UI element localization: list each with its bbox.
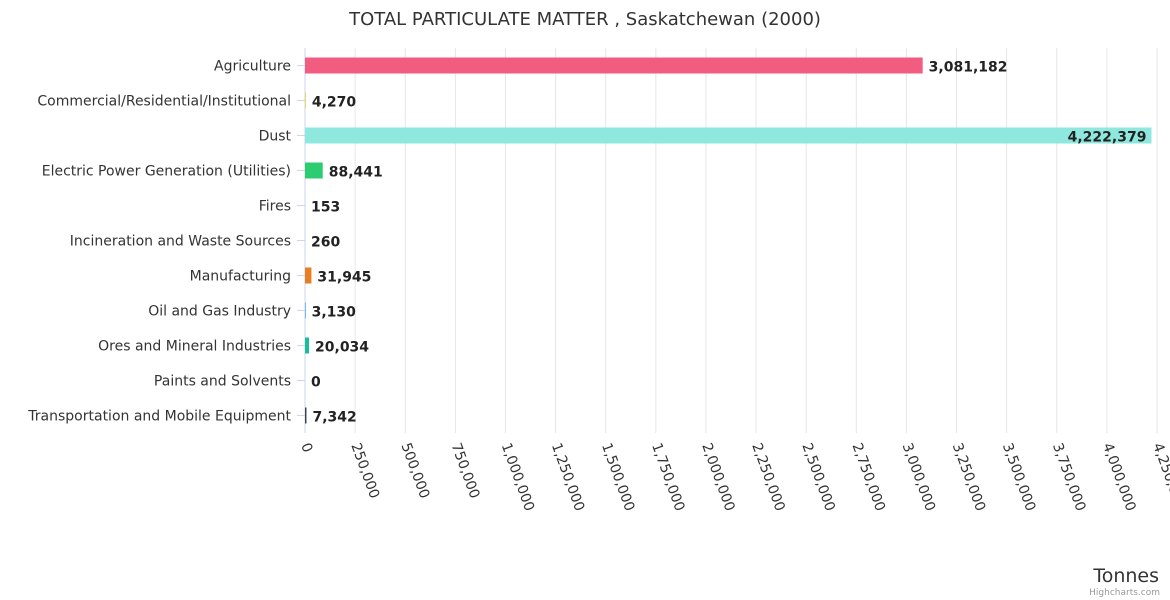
bar[interactable] — [305, 92, 306, 109]
bar[interactable] — [305, 337, 310, 354]
value-label: 88,441 — [329, 165, 383, 181]
x-tick-label: 2,000,000 — [698, 441, 737, 513]
category-label: Fires — [259, 199, 291, 215]
category-label: Paints and Solvents — [154, 374, 291, 390]
value-label: 3,081,182 — [929, 60, 1008, 76]
category-label: Dust — [259, 129, 292, 145]
bars — [305, 57, 1152, 424]
category-labels: Agriculture Commercial/Residential/Instit… — [27, 59, 291, 425]
category-label: Commercial/Residential/Institutional — [37, 94, 291, 110]
category-label: Manufacturing — [190, 269, 291, 285]
category-label: Incineration and Waste Sources — [70, 234, 291, 250]
x-tick-label: 3,000,000 — [899, 441, 938, 513]
bar[interactable] — [305, 57, 923, 74]
x-axis-title: Tonnes — [1092, 565, 1159, 587]
bar[interactable] — [305, 267, 312, 284]
value-label: 4,222,379 — [1068, 130, 1147, 146]
x-tick-label: 2,750,000 — [849, 441, 888, 513]
category-label: Ores and Mineral Industries — [98, 339, 291, 355]
value-label: 31,945 — [317, 270, 371, 286]
x-tick-label: 1,250,000 — [548, 441, 587, 513]
value-labels: 3,081,182 4,270 4,222,379 88,441 153 260 31,94… — [311, 60, 1146, 426]
bar[interactable] — [305, 127, 1152, 144]
value-label: 4,270 — [312, 95, 357, 111]
x-tick-label: 3,500,000 — [999, 441, 1038, 513]
bar[interactable] — [305, 407, 307, 424]
value-label: 153 — [311, 200, 340, 216]
category-label: Agriculture — [214, 59, 291, 75]
x-tick-label: 750,000 — [448, 441, 483, 501]
bar[interactable] — [305, 302, 306, 319]
x-tick-label: 500,000 — [397, 441, 432, 501]
x-axis-ticks: 0 250,000 500,000 750,000 1,000,000 1,250,000… — [297, 441, 1170, 513]
chart-title: TOTAL PARTICULATE MATTER , Saskatchewan … — [348, 9, 821, 30]
x-tick-label: 250,000 — [347, 441, 382, 501]
value-label: 7,342 — [312, 410, 356, 426]
grid-lines — [297, 48, 1158, 433]
x-tick-label: 1,750,000 — [648, 441, 687, 513]
value-label: 20,034 — [315, 340, 369, 356]
x-tick-label: 1,000,000 — [498, 441, 537, 513]
x-tick-label: 1,500,000 — [598, 441, 637, 513]
x-tick-label: 3,750,000 — [1049, 441, 1088, 513]
value-label: 0 — [311, 375, 321, 391]
x-tick-label: 4,250,000 — [1149, 441, 1170, 513]
category-label: Oil and Gas Industry — [148, 304, 291, 320]
value-label: 3,130 — [312, 305, 357, 321]
credits-link[interactable]: Highcharts.com — [1089, 588, 1160, 598]
x-tick-label: 4,000,000 — [1099, 441, 1138, 513]
category-label: Transportation and Mobile Equipment — [27, 409, 291, 425]
category-label: Electric Power Generation (Utilities) — [42, 164, 291, 180]
x-tick-label: 3,250,000 — [949, 441, 988, 513]
bar[interactable] — [305, 162, 323, 179]
value-label: 260 — [311, 235, 340, 251]
x-tick-label: 0 — [297, 441, 315, 455]
x-tick-label: 2,250,000 — [748, 441, 787, 513]
x-tick-label: 2,500,000 — [798, 441, 837, 513]
